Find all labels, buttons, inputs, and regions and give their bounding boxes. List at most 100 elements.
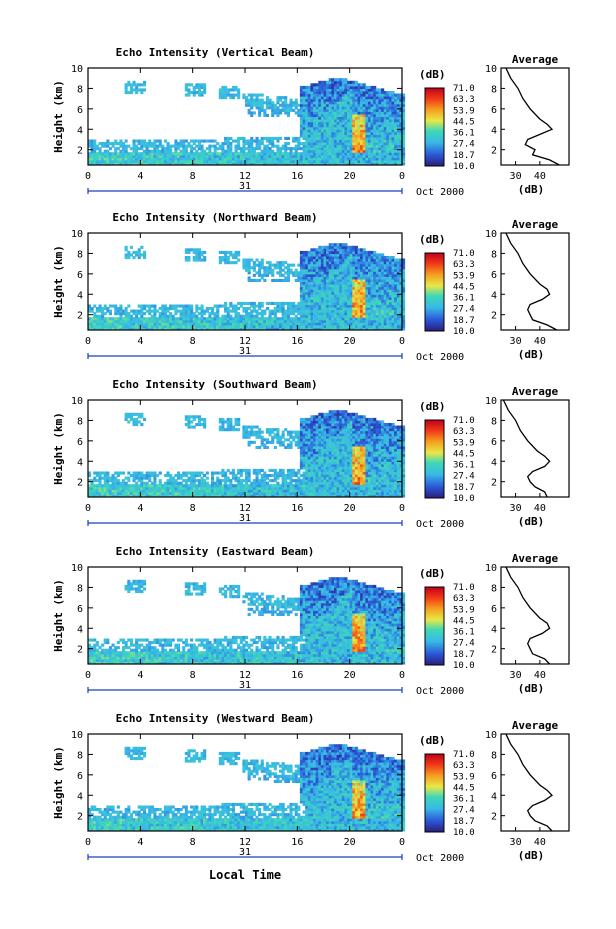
heatmap-cell <box>143 80 147 84</box>
heatmap-cell <box>95 324 99 328</box>
heatmap-cell <box>294 271 298 275</box>
heatmap-cell <box>279 324 283 328</box>
heatmap-cell <box>184 85 188 89</box>
heatmap-cell <box>318 119 322 123</box>
heatmap-cell <box>341 294 345 298</box>
heatmap-cell <box>339 299 343 303</box>
heatmap-cell <box>326 307 330 311</box>
heatmap-cell <box>150 152 154 156</box>
heatmap-cell <box>370 152 374 156</box>
heatmap-cell <box>187 327 191 331</box>
heatmap-cell <box>106 479 110 483</box>
heatmap-cell <box>221 142 225 146</box>
heatmap-cell <box>383 124 387 128</box>
heatmap-cell <box>352 245 356 249</box>
heatmap-cell <box>221 486 225 490</box>
heatmap-cell <box>326 129 330 133</box>
heatmap-cell <box>122 154 126 158</box>
heatmap-cell <box>216 314 220 318</box>
heatmap-cell <box>370 301 374 305</box>
heatmap-cell <box>394 261 398 265</box>
heatmap-cell <box>106 154 110 158</box>
heatmap-cell <box>368 108 372 112</box>
heatmap-cell <box>132 471 136 475</box>
heatmap-cell <box>132 256 136 260</box>
heatmap-cell <box>190 415 194 419</box>
heatmap-cell <box>357 113 361 117</box>
heatmap-cell <box>326 157 330 161</box>
heatmap-cell <box>101 476 105 480</box>
heatmap-cell <box>318 142 322 146</box>
heatmap-cell <box>177 481 181 485</box>
heatmap-cell <box>318 250 322 254</box>
heatmap-cell <box>260 139 264 143</box>
heatmap-cell <box>208 486 212 490</box>
heatmap-cell <box>347 304 351 308</box>
heatmap-cell <box>231 85 235 89</box>
heatmap-cell <box>318 304 322 308</box>
heatmap-cell <box>216 154 220 158</box>
heatmap-cell <box>108 309 112 313</box>
heatmap-cell <box>307 147 311 151</box>
heatmap-cell <box>260 149 264 153</box>
heatmap-cell <box>195 159 199 163</box>
heatmap-cell <box>368 126 372 130</box>
heatmap-cell <box>388 101 392 105</box>
heatmap-cell <box>265 273 269 277</box>
heatmap-cell <box>320 256 324 260</box>
heatmap-cell <box>234 489 238 493</box>
heatmap-cell <box>331 327 335 331</box>
heatmap-cell <box>339 126 343 130</box>
heatmap-cell <box>229 471 233 475</box>
heatmap-cell <box>320 93 324 97</box>
heatmap-cell <box>347 281 351 285</box>
heatmap-cell <box>305 154 309 158</box>
heatmap-cell <box>357 103 361 107</box>
heatmap-cell <box>370 276 374 280</box>
heatmap-cell <box>260 301 264 305</box>
heatmap-cell <box>381 278 385 282</box>
heatmap-cell <box>365 119 369 123</box>
heatmap-cell <box>205 139 209 143</box>
heatmap-cell <box>394 266 398 270</box>
heatmap-cell <box>302 291 306 295</box>
heatmap-cell <box>203 88 207 92</box>
heatmap-cell <box>192 159 196 163</box>
heatmap-cell <box>143 157 147 161</box>
heatmap-cell <box>258 268 262 272</box>
heatmap-cell <box>305 266 309 270</box>
heatmap-cell <box>284 314 288 318</box>
heatmap-cell <box>326 152 330 156</box>
heatmap-cell <box>294 314 298 318</box>
heatmap-cell <box>315 93 319 97</box>
heatmap-cell <box>388 256 392 260</box>
heatmap-cell <box>310 101 314 105</box>
heatmap-cell <box>331 96 335 100</box>
heatmap-cell <box>399 93 403 97</box>
heatmap-cell <box>245 154 249 158</box>
heatmap-cell <box>375 266 379 270</box>
heatmap-cell <box>360 278 364 282</box>
heatmap-cell <box>347 119 351 123</box>
heatmap-cell <box>116 479 120 483</box>
heatmap-cell <box>237 322 241 326</box>
heatmap-cell <box>320 139 324 143</box>
heatmap-cell <box>307 131 311 135</box>
colorbar-tick-label: 10.0 <box>453 327 475 337</box>
heatmap-cell <box>192 250 196 254</box>
heatmap-cell <box>357 258 361 262</box>
heatmap-cell <box>362 103 366 107</box>
heatmap-cell <box>106 327 110 331</box>
heatmap-cell <box>383 134 387 138</box>
heatmap-cell <box>226 149 230 153</box>
heatmap-cell <box>381 113 385 117</box>
heatmap-cell <box>208 149 212 153</box>
heatmap-cell <box>339 268 343 272</box>
heatmap-cell <box>378 322 382 326</box>
average-y-tick-label: 2 <box>491 311 497 322</box>
heatmap-cell <box>336 278 340 282</box>
heatmap-cell <box>313 312 317 316</box>
heatmap-cell <box>323 250 327 254</box>
heatmap-cell <box>328 258 332 262</box>
heatmap-cell <box>205 154 209 158</box>
